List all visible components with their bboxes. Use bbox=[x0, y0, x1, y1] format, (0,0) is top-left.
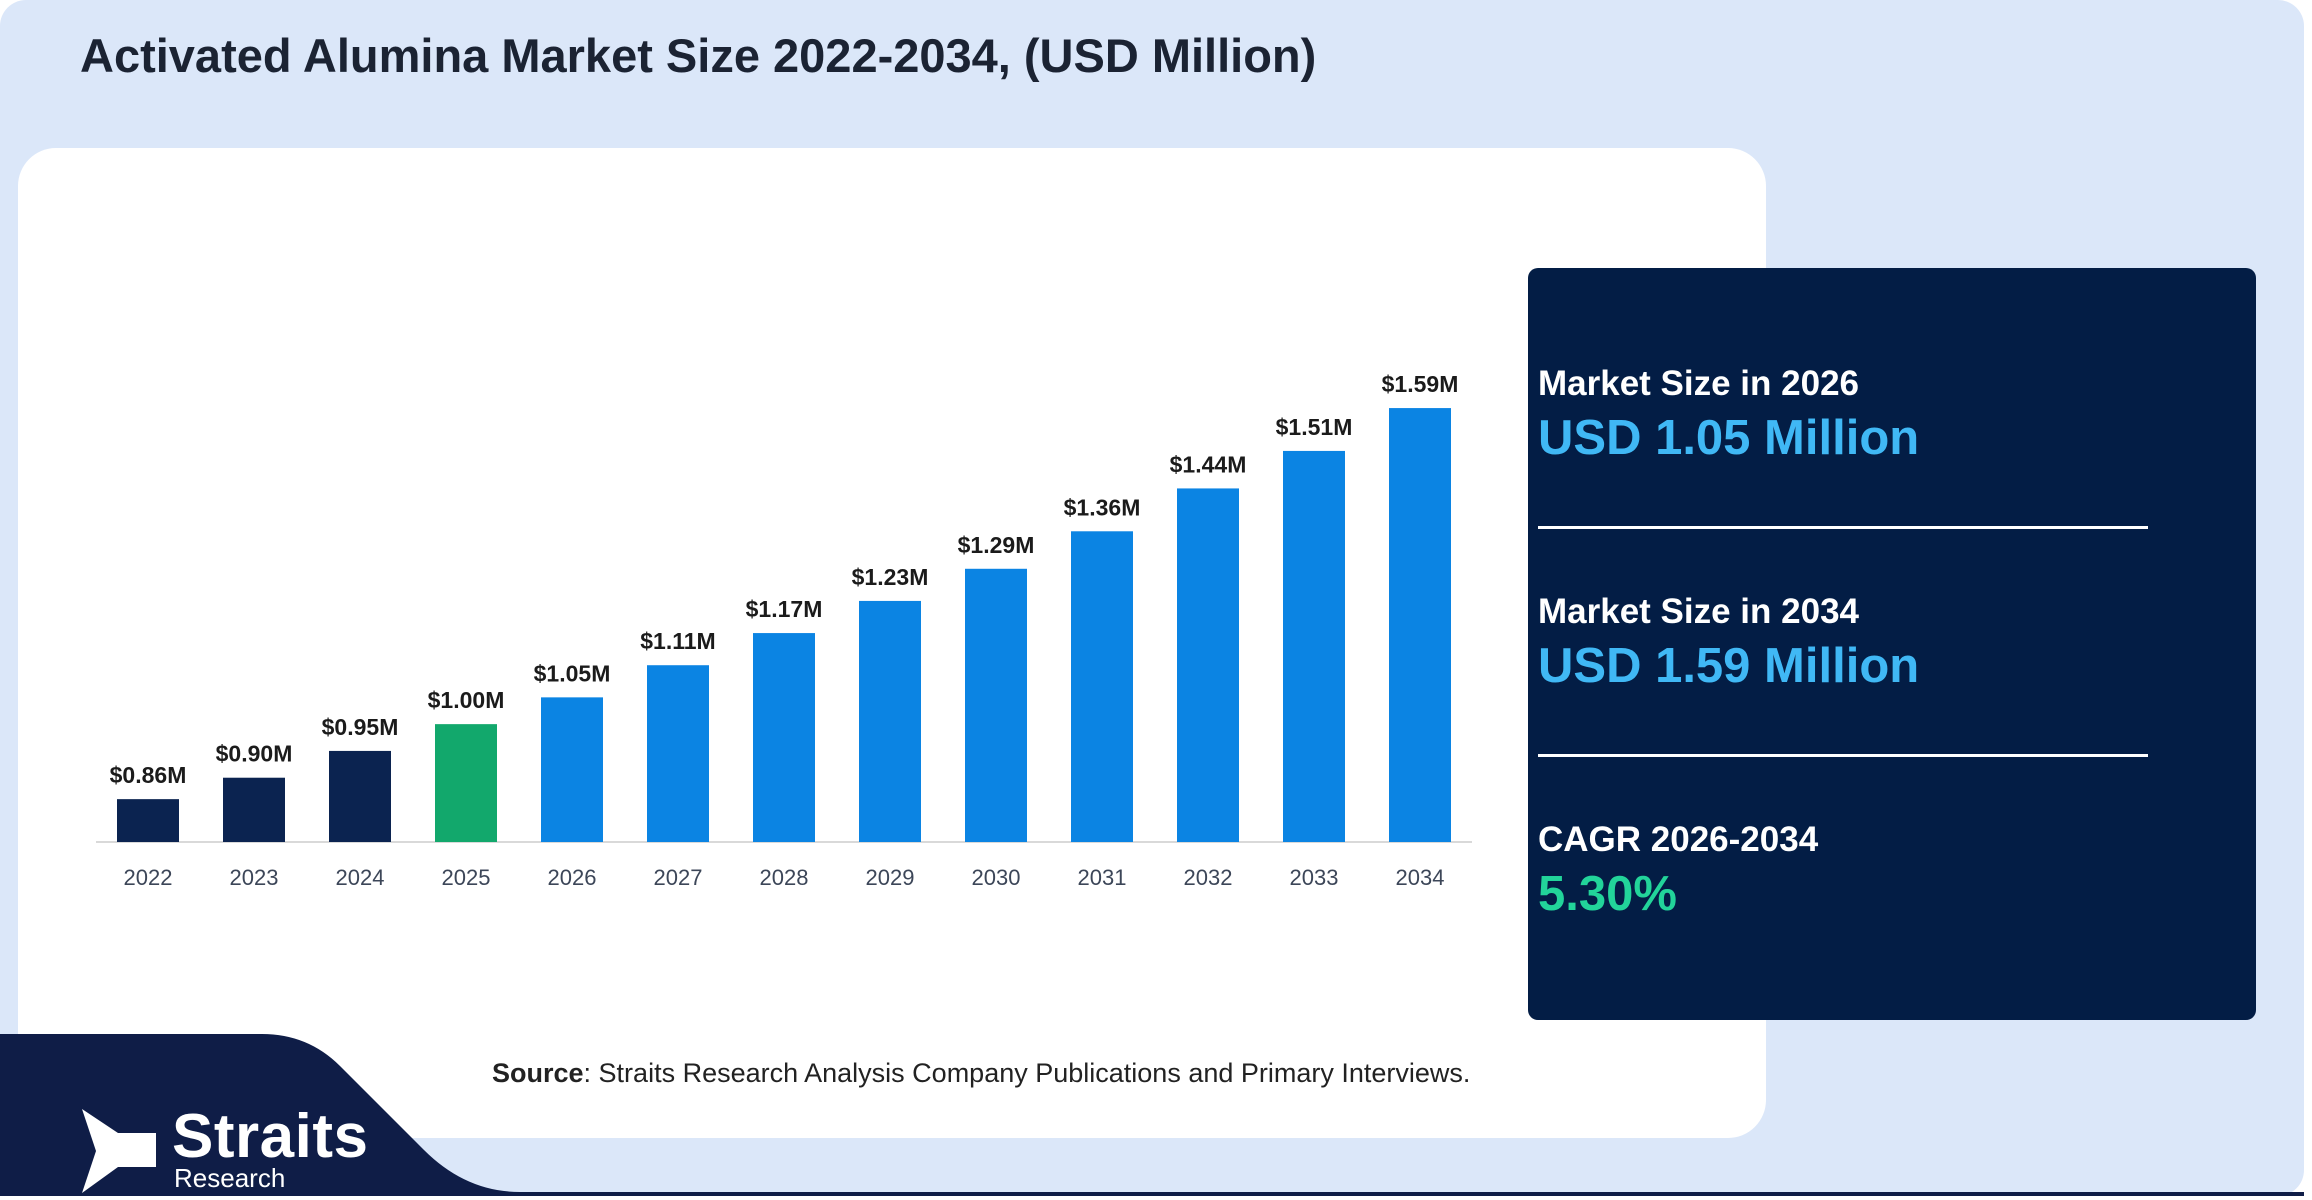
bar-2024 bbox=[329, 750, 391, 842]
bar-2026 bbox=[541, 697, 603, 842]
stat-label: CAGR 2026-2034 bbox=[1538, 820, 1819, 859]
straits-logo: Straits Research bbox=[78, 1102, 398, 1195]
data-label-2027: $1.11M bbox=[640, 628, 715, 654]
data-label-2025: $1.00M bbox=[428, 687, 505, 713]
stat-label: Market Size in 2026 bbox=[1538, 364, 1859, 403]
data-label-2022: $0.86M bbox=[110, 762, 187, 788]
bar-2032 bbox=[1177, 488, 1239, 842]
data-label-2028: $1.17M bbox=[746, 596, 823, 622]
x-tick-label-2034: 2034 bbox=[1396, 865, 1445, 890]
source-prefix: Source bbox=[492, 1058, 584, 1088]
source-note: Source: Straits Research Analysis Compan… bbox=[492, 1058, 1470, 1089]
bar-2027 bbox=[647, 665, 709, 842]
data-label-2029: $1.23M bbox=[852, 564, 929, 590]
x-tick-label-2031: 2031 bbox=[1078, 865, 1127, 890]
x-tick-label-2029: 2029 bbox=[866, 865, 915, 890]
x-tick-label-2033: 2033 bbox=[1290, 865, 1339, 890]
data-label-2030: $1.29M bbox=[958, 532, 1035, 558]
page-title: Activated Alumina Market Size 2022-2034,… bbox=[80, 29, 1317, 82]
x-tick-label-2027: 2027 bbox=[654, 865, 703, 890]
stat-market-size-2034: Market Size in 2034 USD 1.59 Million bbox=[1538, 592, 1919, 694]
stat-divider bbox=[1538, 754, 2148, 757]
stat-value: USD 1.05 Million bbox=[1538, 411, 1920, 465]
bar-2029 bbox=[859, 600, 921, 842]
stat-value: USD 1.59 Million bbox=[1538, 639, 1920, 693]
bar-2033 bbox=[1283, 450, 1345, 842]
x-tick-label-2032: 2032 bbox=[1184, 865, 1233, 890]
x-tick-label-2026: 2026 bbox=[548, 865, 597, 890]
stat-divider bbox=[1538, 526, 2148, 529]
bar-2028 bbox=[753, 633, 815, 842]
data-label-2031: $1.36M bbox=[1064, 494, 1141, 520]
bar-2025 bbox=[435, 724, 497, 842]
bar-2022 bbox=[117, 799, 179, 842]
bar-2023 bbox=[223, 777, 285, 842]
stat-value: 5.30% bbox=[1538, 867, 1677, 921]
x-tick-label-2022: 2022 bbox=[124, 865, 173, 890]
stat-market-size-2026: Market Size in 2026 USD 1.05 Million bbox=[1538, 364, 1919, 466]
x-tick-label-2024: 2024 bbox=[336, 865, 385, 890]
stat-cagr: CAGR 2026-2034 5.30% bbox=[1538, 820, 1818, 922]
x-tick-label-2028: 2028 bbox=[760, 865, 809, 890]
data-label-2033: $1.51M bbox=[1276, 414, 1353, 440]
x-tick-label-2023: 2023 bbox=[230, 865, 279, 890]
bar-2030 bbox=[965, 568, 1027, 842]
data-label-2026: $1.05M bbox=[534, 660, 611, 686]
x-tick-label-2025: 2025 bbox=[442, 865, 491, 890]
bar-2034 bbox=[1389, 408, 1451, 842]
logo-arrow-icon bbox=[82, 1109, 156, 1193]
data-label-2024: $0.95M bbox=[322, 714, 399, 740]
stat-label: Market Size in 2034 bbox=[1538, 592, 1859, 631]
data-label-2023: $0.90M bbox=[216, 741, 293, 767]
bar-2031 bbox=[1071, 531, 1133, 842]
stats-panel: Market Size in 2026 USD 1.05 Million Mar… bbox=[1528, 268, 2256, 1020]
data-label-2032: $1.44M bbox=[1170, 451, 1247, 477]
logo-subtitle: Research bbox=[174, 1163, 286, 1193]
x-tick-label-2030: 2030 bbox=[972, 865, 1021, 890]
logo-name: Straits bbox=[172, 1102, 369, 1171]
source-text: : Straits Research Analysis Company Publ… bbox=[583, 1058, 1471, 1088]
data-label-2034: $1.59M bbox=[1382, 371, 1459, 397]
